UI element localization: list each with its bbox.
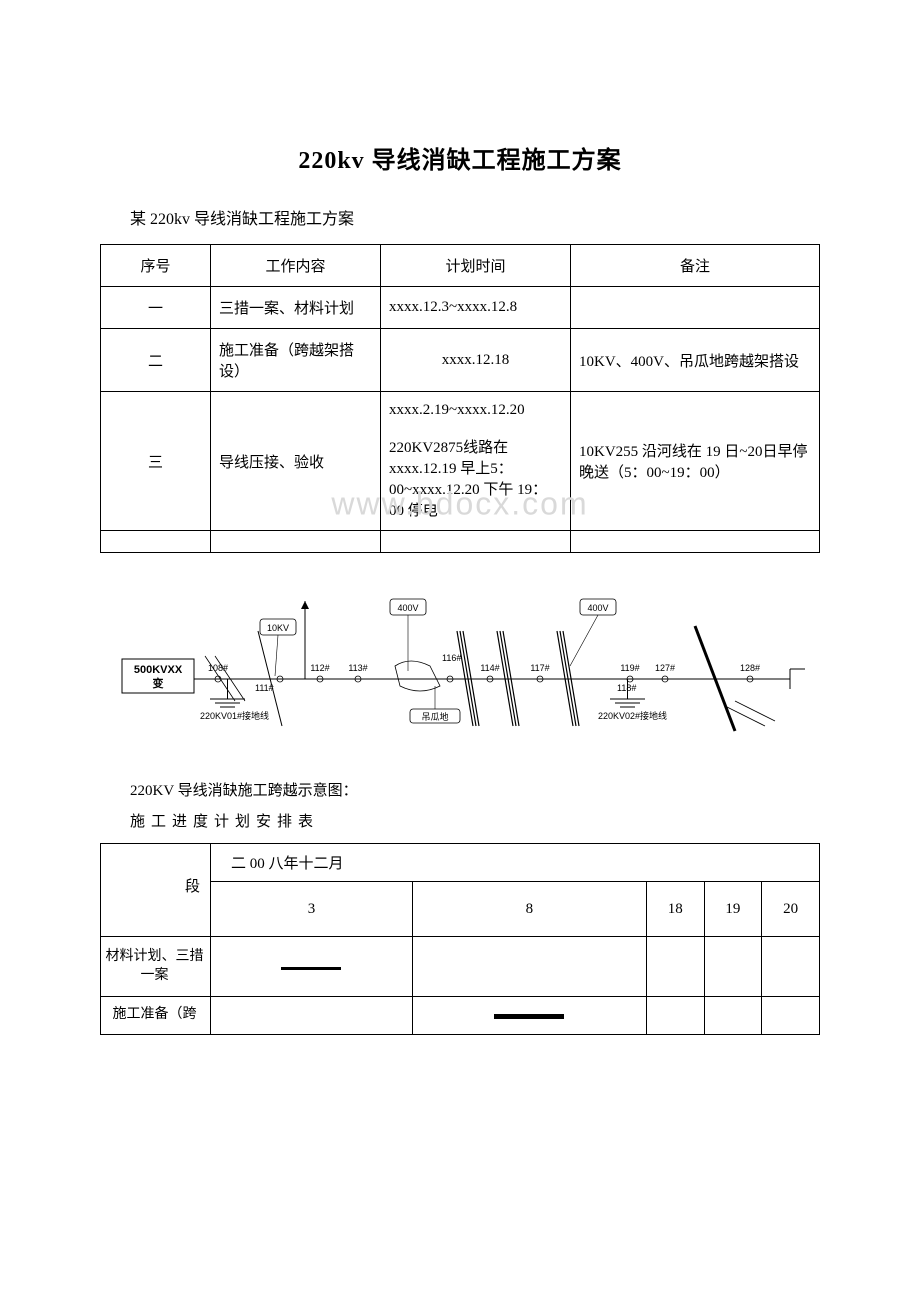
svg-text:变: 变	[153, 676, 164, 690]
svg-text:吊瓜地: 吊瓜地	[421, 711, 448, 722]
cell-work: 三措一案、材料计划	[211, 287, 381, 329]
cell-note: 10KV、400V、吊瓜地跨越架搭设	[571, 329, 820, 392]
svg-text:114#: 114#	[480, 663, 499, 673]
cell-seq: 一	[101, 287, 211, 329]
cell-time: xxxx.12.3~xxxx.12.8	[381, 287, 571, 329]
cell-seq: 三	[101, 392, 211, 531]
svg-text:119#: 119#	[620, 663, 639, 673]
svg-text:500KVXX: 500KVXX	[134, 664, 183, 676]
table-row: 三 导线压接、验收 xxxx.2.19~xxxx.12.20 220KV2875…	[101, 392, 820, 531]
svg-text:113#: 113#	[348, 663, 367, 673]
cell-empty	[101, 531, 211, 553]
plan-table: 序号 工作内容 计划时间 备注 一 三措一案、材料计划 xxxx.12.3~xx…	[100, 244, 820, 553]
th-time: 计划时间	[381, 245, 571, 287]
seg-header: 段	[101, 844, 211, 937]
svg-text:128#: 128#	[740, 663, 760, 673]
row-label: 施工准备（跨	[101, 997, 211, 1035]
cell-time: xxxx.2.19~xxxx.12.20 220KV2875线路在xxxx.12…	[381, 392, 571, 531]
table-row: 一 三措一案、材料计划 xxxx.12.3~xxxx.12.8	[101, 287, 820, 329]
day-cell: 8	[412, 882, 646, 937]
table-row	[101, 531, 820, 553]
day-cell: 20	[762, 882, 820, 937]
svg-text:400V: 400V	[397, 603, 418, 613]
svg-text:111#: 111#	[255, 683, 274, 693]
month-header: 二 00 八年十二月	[211, 844, 820, 882]
table1-wrap: 序号 工作内容 计划时间 备注 一 三措一案、材料计划 xxxx.12.3~xx…	[100, 244, 820, 553]
th-note: 备注	[571, 245, 820, 287]
svg-text:400V: 400V	[587, 603, 608, 613]
cell-work: 施工准备（跨越架搭设）	[211, 329, 381, 392]
row-label: 材料计划、三措一案	[101, 937, 211, 997]
svg-text:118#: 118#	[617, 683, 636, 693]
th-work: 工作内容	[211, 245, 381, 287]
day-cell: 19	[704, 882, 762, 937]
cell-empty	[381, 531, 571, 553]
bar-cell	[412, 997, 646, 1035]
svg-text:127#: 127#	[655, 663, 675, 673]
diagram-caption: 220KV 导线消缺施工跨越示意图：	[130, 779, 820, 800]
crossing-diagram: 500KVXX变108#112#113#114#117#119#127#128#…	[100, 571, 820, 761]
svg-text:117#: 117#	[530, 663, 549, 673]
cell-work: 导线压接、验收	[211, 392, 381, 531]
table-row: 材料计划、三措一案	[101, 937, 820, 997]
svg-text:112#: 112#	[310, 663, 329, 673]
cell-note: 10KV255 沿河线在 19 日~20日早停晚送（5：00~19：00）	[571, 392, 820, 531]
svg-text:116#: 116#	[442, 653, 461, 663]
bar-cell	[211, 937, 413, 997]
table-row: 施工准备（跨	[101, 997, 820, 1035]
th-seq: 序号	[101, 245, 211, 287]
cell-note	[571, 287, 820, 329]
day-cell: 3	[211, 882, 413, 937]
schedule-caption: 施工进度计划安排表	[130, 810, 820, 831]
cell-empty	[211, 531, 381, 553]
svg-text:220KV02#接地线: 220KV02#接地线	[598, 710, 667, 721]
cell-seq: 二	[101, 329, 211, 392]
svg-text:10KV: 10KV	[267, 623, 289, 633]
subtitle: 某 220kv 导线消缺工程施工方案	[130, 205, 820, 229]
page-title: 220kv 导线消缺工程施工方案	[100, 140, 820, 175]
cell-time: xxxx.12.18	[381, 329, 571, 392]
schedule-table: 段 二 00 八年十二月 3 8 18 19 20 材料计划、三措一案 施工准备…	[100, 843, 820, 1035]
day-cell: 18	[646, 882, 704, 937]
table-row: 二 施工准备（跨越架搭设） xxxx.12.18 10KV、400V、吊瓜地跨越…	[101, 329, 820, 392]
diagram-svg: 500KVXX变108#112#113#114#117#119#127#128#…	[110, 571, 810, 756]
svg-text:220KV01#接地线: 220KV01#接地线	[200, 710, 269, 721]
cell-empty	[571, 531, 820, 553]
